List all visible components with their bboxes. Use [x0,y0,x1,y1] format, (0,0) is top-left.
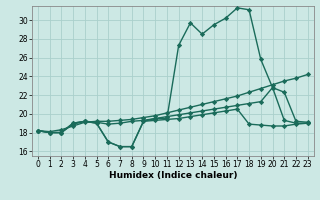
X-axis label: Humidex (Indice chaleur): Humidex (Indice chaleur) [108,171,237,180]
